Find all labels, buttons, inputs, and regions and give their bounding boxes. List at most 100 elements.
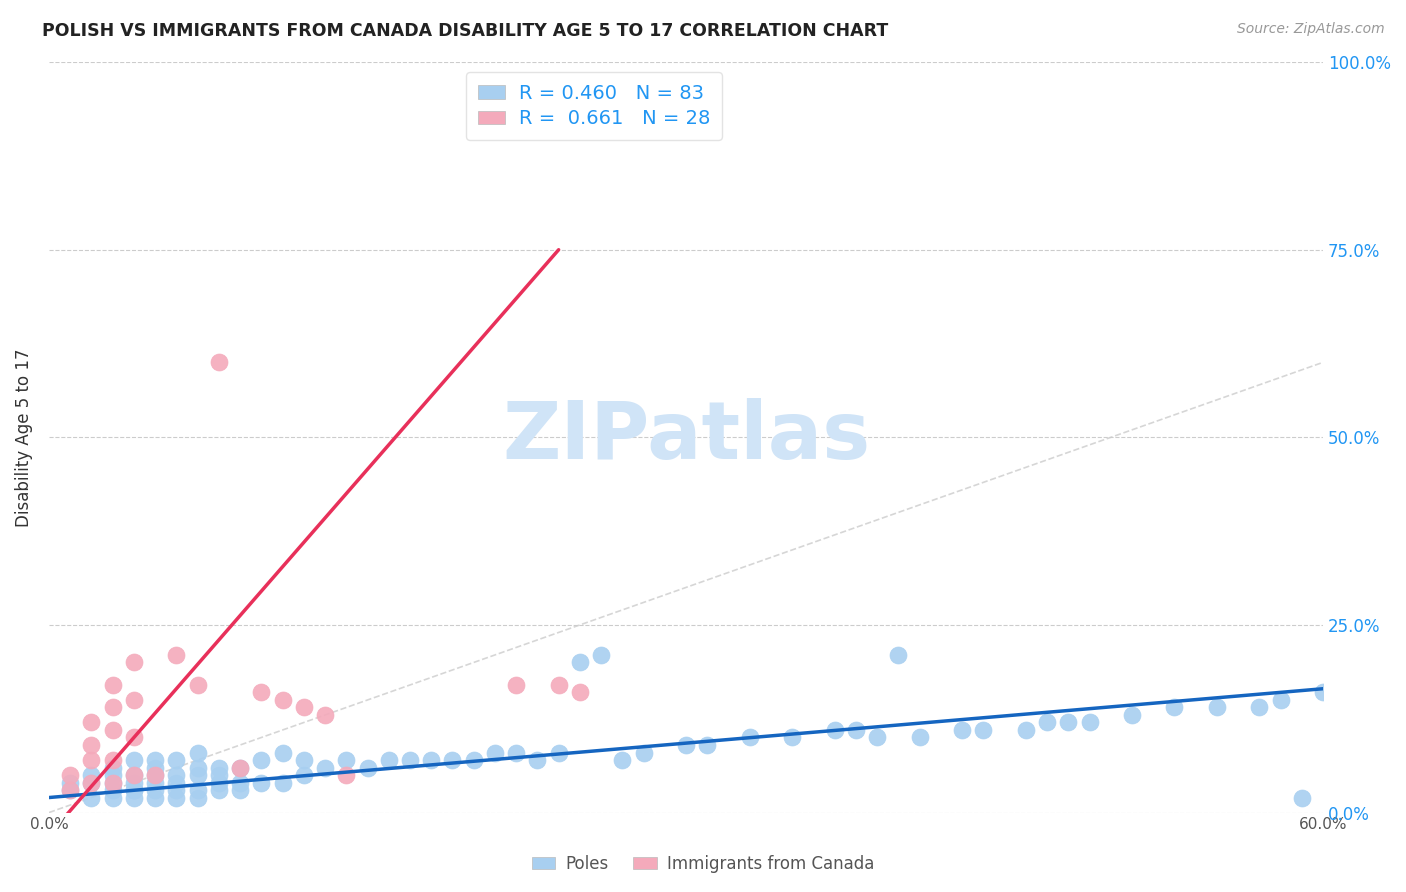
Point [250, 775, 273, 789]
Point [1312, 685, 1334, 699]
Y-axis label: Disability Age 5 to 17: Disability Age 5 to 17 [15, 348, 32, 526]
Text: ZIPatlas: ZIPatlas [502, 399, 870, 476]
Point [675, 738, 697, 752]
Point [143, 775, 166, 789]
Point [908, 731, 931, 745]
Point [271, 746, 294, 760]
Point [143, 753, 166, 767]
Point [122, 775, 145, 789]
Point [187, 768, 209, 782]
Point [292, 753, 315, 767]
Point [250, 685, 273, 699]
Point [1036, 715, 1059, 730]
Point [59, 783, 82, 797]
Point [612, 753, 634, 767]
Point [696, 738, 718, 752]
Point [824, 723, 846, 737]
Point [1291, 790, 1313, 805]
Point [738, 731, 761, 745]
Point [568, 685, 591, 699]
Point [80, 753, 103, 767]
Point [250, 753, 273, 767]
Point [972, 723, 994, 737]
Legend: R = 0.460   N = 83, R =  0.661   N = 28: R = 0.460 N = 83, R = 0.661 N = 28 [467, 72, 721, 140]
Point [271, 693, 294, 707]
Point [1078, 715, 1101, 730]
Point [101, 678, 124, 692]
Point [1206, 700, 1229, 714]
Point [505, 746, 527, 760]
Point [314, 708, 336, 723]
Point [208, 775, 231, 789]
Point [80, 715, 103, 730]
Point [292, 700, 315, 714]
Point [165, 790, 187, 805]
Point [591, 648, 613, 662]
Point [122, 656, 145, 670]
Point [59, 775, 82, 789]
Point [484, 746, 506, 760]
Point [101, 700, 124, 714]
Point [229, 760, 252, 774]
Point [229, 775, 252, 789]
Point [165, 775, 187, 789]
Point [122, 783, 145, 797]
Point [335, 753, 357, 767]
Point [229, 783, 252, 797]
Point [887, 648, 910, 662]
Point [59, 783, 82, 797]
Point [1121, 708, 1143, 723]
Point [101, 760, 124, 774]
Point [122, 768, 145, 782]
Point [505, 678, 527, 692]
Point [101, 753, 124, 767]
Point [208, 768, 231, 782]
Point [1249, 700, 1271, 714]
Point [187, 790, 209, 805]
Point [101, 775, 124, 789]
Point [187, 783, 209, 797]
Point [866, 731, 889, 745]
Point [143, 783, 166, 797]
Point [122, 753, 145, 767]
Point [143, 768, 166, 782]
Text: POLISH VS IMMIGRANTS FROM CANADA DISABILITY AGE 5 TO 17 CORRELATION CHART: POLISH VS IMMIGRANTS FROM CANADA DISABIL… [42, 22, 889, 40]
Point [165, 783, 187, 797]
Point [208, 783, 231, 797]
Point [356, 760, 378, 774]
Point [80, 790, 103, 805]
Point [547, 746, 569, 760]
Point [780, 731, 803, 745]
Point [335, 768, 357, 782]
Point [420, 753, 443, 767]
Point [80, 738, 103, 752]
Point [845, 723, 868, 737]
Point [101, 723, 124, 737]
Point [101, 783, 124, 797]
Point [143, 760, 166, 774]
Point [165, 753, 187, 767]
Point [1163, 700, 1185, 714]
Point [122, 693, 145, 707]
Point [547, 678, 569, 692]
Point [377, 753, 399, 767]
Point [165, 648, 187, 662]
Point [229, 760, 252, 774]
Point [59, 768, 82, 782]
Point [441, 753, 464, 767]
Legend: Poles, Immigrants from Canada: Poles, Immigrants from Canada [526, 848, 880, 880]
Point [143, 768, 166, 782]
Point [122, 783, 145, 797]
Point [463, 753, 485, 767]
Point [122, 731, 145, 745]
Point [80, 775, 103, 789]
Point [187, 746, 209, 760]
Point [950, 723, 973, 737]
Point [1057, 715, 1080, 730]
Point [292, 768, 315, 782]
Point [101, 768, 124, 782]
Point [314, 760, 336, 774]
Point [122, 790, 145, 805]
Point [101, 790, 124, 805]
Point [101, 775, 124, 789]
